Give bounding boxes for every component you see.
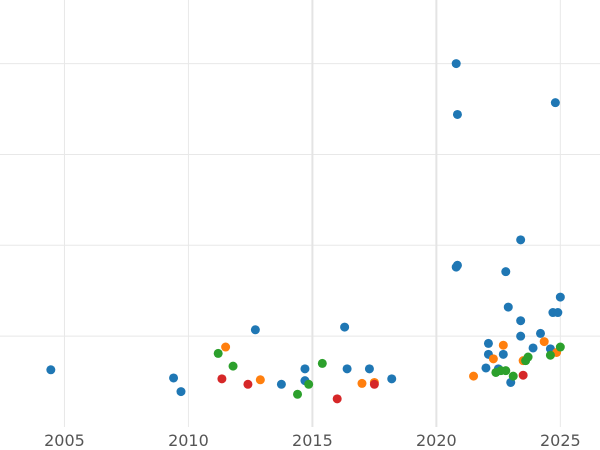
- grid: [0, 0, 600, 427]
- data-point-s2-4: [317, 358, 327, 368]
- data-point-s0-5: [300, 364, 310, 374]
- data-point-s1-0: [221, 342, 231, 352]
- data-point-s0-14: [452, 260, 462, 270]
- data-point-s0-3: [250, 325, 260, 335]
- data-point-s0-12: [452, 109, 462, 119]
- data-point-s2-1: [228, 361, 238, 371]
- data-point-s0-8: [342, 364, 352, 374]
- data-point-s2-12: [555, 342, 565, 352]
- data-point-s2-8: [508, 371, 518, 381]
- data-point-s0-30: [550, 98, 560, 108]
- data-point-s0-4: [276, 379, 286, 389]
- data-point-s0-31: [553, 308, 563, 318]
- data-point-s3-1: [243, 379, 253, 389]
- data-point-s0-0: [46, 365, 56, 375]
- data-point-s0-32: [555, 292, 565, 302]
- data-point-s0-24: [516, 331, 526, 341]
- data-point-s3-2: [332, 394, 342, 404]
- data-point-s0-21: [503, 302, 513, 312]
- data-point-s2-7: [501, 366, 511, 376]
- data-point-s0-20: [501, 267, 511, 277]
- data-point-s1-1: [255, 375, 265, 385]
- data-point-s0-26: [528, 343, 538, 353]
- data-point-s1-5: [488, 354, 498, 364]
- data-point-s2-3: [304, 379, 314, 389]
- data-point-s3-3: [369, 379, 379, 389]
- data-point-s0-16: [483, 338, 493, 348]
- x-tick-label-2010: 2010: [168, 431, 209, 450]
- data-point-s0-9: [364, 364, 374, 374]
- data-point-s0-1: [169, 373, 179, 383]
- data-point-s1-8: [539, 337, 549, 347]
- x-tick-label-2005: 2005: [44, 431, 85, 450]
- data-point-s2-10: [523, 352, 533, 362]
- data-point-s0-25: [516, 235, 526, 245]
- data-point-s0-19: [498, 349, 508, 359]
- x-tick-label-2025: 2025: [540, 431, 581, 450]
- data-point-s0-11: [451, 59, 461, 69]
- data-point-s0-15: [481, 363, 491, 373]
- x-tick-label-2015: 2015: [292, 431, 333, 450]
- data-point-s0-10: [387, 374, 397, 384]
- data-point-s1-2: [357, 378, 367, 388]
- data-point-s1-4: [469, 371, 479, 381]
- data-point-s0-2: [176, 387, 186, 397]
- data-points: [46, 59, 565, 404]
- data-point-s2-11: [545, 350, 555, 360]
- data-point-s0-23: [516, 316, 526, 326]
- data-point-s0-27: [535, 328, 545, 338]
- x-tick-label-2020: 2020: [416, 431, 457, 450]
- x-axis-ticks: 2005 2010 2015 2020 2025: [44, 431, 581, 450]
- data-point-s2-0: [213, 348, 223, 358]
- data-point-s3-4: [518, 370, 528, 380]
- data-point-s3-0: [217, 374, 227, 384]
- data-point-s2-2: [293, 389, 303, 399]
- data-point-s1-6: [498, 340, 508, 350]
- data-point-s0-7: [340, 322, 350, 332]
